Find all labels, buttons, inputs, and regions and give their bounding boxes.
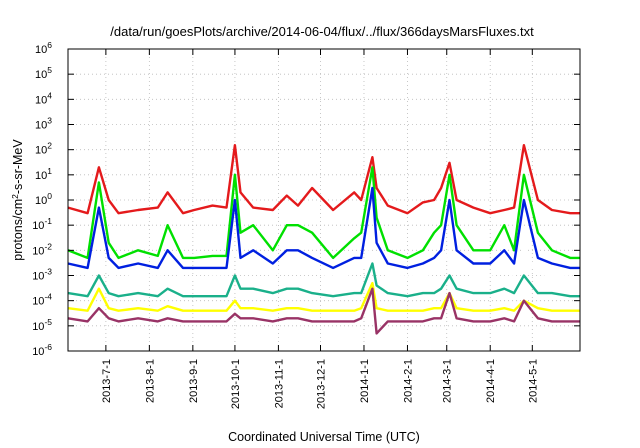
y-tick-exp: -4 <box>44 292 52 302</box>
series-group <box>67 143 580 335</box>
y-tick-label: 10-1 <box>32 216 52 232</box>
y-tick-label: 10-5 <box>32 317 52 333</box>
y-tick-base: 10 <box>32 220 44 232</box>
y-tick-exp: 5 <box>47 65 52 75</box>
y-tick-exp: -5 <box>44 317 52 327</box>
x-tick-label: 2013-8-1 <box>144 359 156 403</box>
y-tick-exp: 2 <box>47 141 52 151</box>
y-tick-exp: 4 <box>47 90 52 100</box>
y-tick-labels: 10-610-510-410-310-210-11001011021031041… <box>32 40 580 358</box>
y-axis-label: protons/cm2-s-sr-MeV <box>10 139 25 261</box>
y-tick-label: 10-6 <box>32 342 52 358</box>
x-axis-label: Coordinated Universal Time (UTC) <box>228 430 420 444</box>
y-tick-exp: -3 <box>44 267 52 277</box>
y-tick-base: 10 <box>32 245 44 257</box>
series-line-5 <box>67 262 580 298</box>
y-axis-label-base: protons/cm <box>11 199 25 261</box>
x-tick-labels: 2013-7-1 2013-8-1 2013-9-1 2013-10-1 2013-11… <box>101 49 539 409</box>
y-tick-exp: 0 <box>47 191 52 201</box>
series-line-6 <box>67 281 580 312</box>
y-tick-base: 10 <box>32 321 44 333</box>
x-tick-label: 2013-12-1 <box>315 359 327 409</box>
y-tick-label: 101 <box>35 166 52 182</box>
x-tick-label: 2014-4-1 <box>485 359 497 403</box>
x-tick-label: 2014-3-1 <box>442 359 454 403</box>
y-tick-base: 10 <box>35 94 47 106</box>
series-line-4 <box>67 231 580 280</box>
y-tick-label: 10-4 <box>32 292 52 308</box>
x-tick-label: 2013-9-1 <box>188 359 200 403</box>
y-tick-label: 102 <box>35 141 52 157</box>
series-line-1 <box>67 143 580 215</box>
y-tick-base: 10 <box>35 120 47 132</box>
x-tick-label: 2014-2-1 <box>402 359 414 403</box>
series-line-2 <box>67 166 580 260</box>
x-tick-label: 2013-7-1 <box>101 359 113 403</box>
chart-title: /data/run/goesPlots/archive/2014-06-04/f… <box>110 24 534 39</box>
y-axis-label-sup: 2 <box>10 194 20 199</box>
x-tick-label: 2013-11-1 <box>273 359 285 408</box>
y-tick-exp: -1 <box>44 216 52 226</box>
y-tick-label: 10-2 <box>32 241 52 257</box>
y-tick-exp: 6 <box>47 40 52 50</box>
y-tick-label: 106 <box>35 40 52 56</box>
y-tick-exp: -6 <box>44 342 52 352</box>
series-line-7 <box>67 287 580 335</box>
y-tick-label: 100 <box>35 191 52 207</box>
y-tick-base: 10 <box>32 271 44 283</box>
y-tick-base: 10 <box>35 69 47 81</box>
y-tick-exp: -2 <box>44 241 52 251</box>
x-tick-label: 2013-10-1 <box>230 359 242 409</box>
x-tick-label: 2014-1-1 <box>359 359 371 403</box>
y-tick-base: 10 <box>32 296 44 308</box>
y-tick-label: 103 <box>35 116 52 132</box>
y-tick-base: 10 <box>32 346 44 358</box>
x-tick-label: 2014-5-1 <box>527 359 539 403</box>
series-line-3 <box>67 186 580 270</box>
y-tick-label: 104 <box>35 90 52 106</box>
y-tick-base: 10 <box>35 195 47 207</box>
y-tick-label: 105 <box>35 65 52 81</box>
y-tick-exp: 3 <box>47 116 52 126</box>
y-tick-base: 10 <box>35 170 47 182</box>
y-tick-base: 10 <box>35 145 47 157</box>
y-tick-exp: 1 <box>47 166 52 176</box>
y-tick-base: 10 <box>35 44 47 56</box>
y-tick-label: 10-3 <box>32 267 52 283</box>
y-axis-label-rest: -s-sr-MeV <box>11 139 25 195</box>
